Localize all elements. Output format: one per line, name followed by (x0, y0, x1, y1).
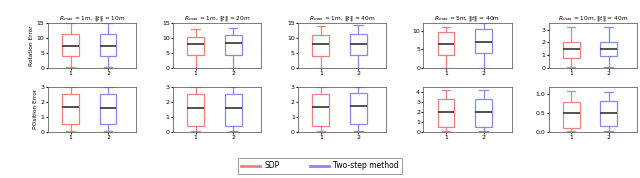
PathPatch shape (312, 35, 329, 56)
Title: $R_{max}$ = 1m, $\|t\|$ = 10m: $R_{max}$ = 1m, $\|t\|$ = 10m (59, 14, 125, 23)
Title: $R_{max}$ = 10m, $\|t\|$ = 40m: $R_{max}$ = 10m, $\|t\|$ = 40m (557, 14, 628, 23)
PathPatch shape (225, 35, 242, 54)
Y-axis label: Rotation Error: Rotation Error (29, 25, 34, 66)
PathPatch shape (563, 42, 580, 58)
Y-axis label: POsition Error: POsition Error (33, 89, 38, 129)
Title: $R_{max}$ = 1m, $\|t\|$ = 40m: $R_{max}$ = 1m, $\|t\|$ = 40m (309, 14, 376, 23)
Title: $R_{max}$ = 5m, $\|t\|$ = 40m: $R_{max}$ = 5m, $\|t\|$ = 40m (435, 14, 500, 23)
PathPatch shape (438, 99, 454, 127)
PathPatch shape (100, 94, 116, 124)
PathPatch shape (188, 37, 204, 54)
PathPatch shape (438, 33, 454, 55)
PathPatch shape (62, 94, 79, 124)
PathPatch shape (600, 101, 617, 126)
PathPatch shape (312, 94, 329, 126)
PathPatch shape (188, 94, 204, 126)
Legend: SDP, Two-step method: SDP, Two-step method (237, 158, 403, 174)
Title: $R_{max}$ = 1m, $\|t\|$ = 20m: $R_{max}$ = 1m, $\|t\|$ = 20m (184, 14, 250, 23)
PathPatch shape (563, 102, 580, 128)
PathPatch shape (600, 42, 617, 56)
PathPatch shape (475, 29, 492, 53)
PathPatch shape (100, 34, 116, 56)
PathPatch shape (225, 94, 242, 126)
PathPatch shape (475, 99, 492, 127)
PathPatch shape (350, 34, 367, 54)
PathPatch shape (62, 34, 79, 56)
PathPatch shape (350, 93, 367, 124)
